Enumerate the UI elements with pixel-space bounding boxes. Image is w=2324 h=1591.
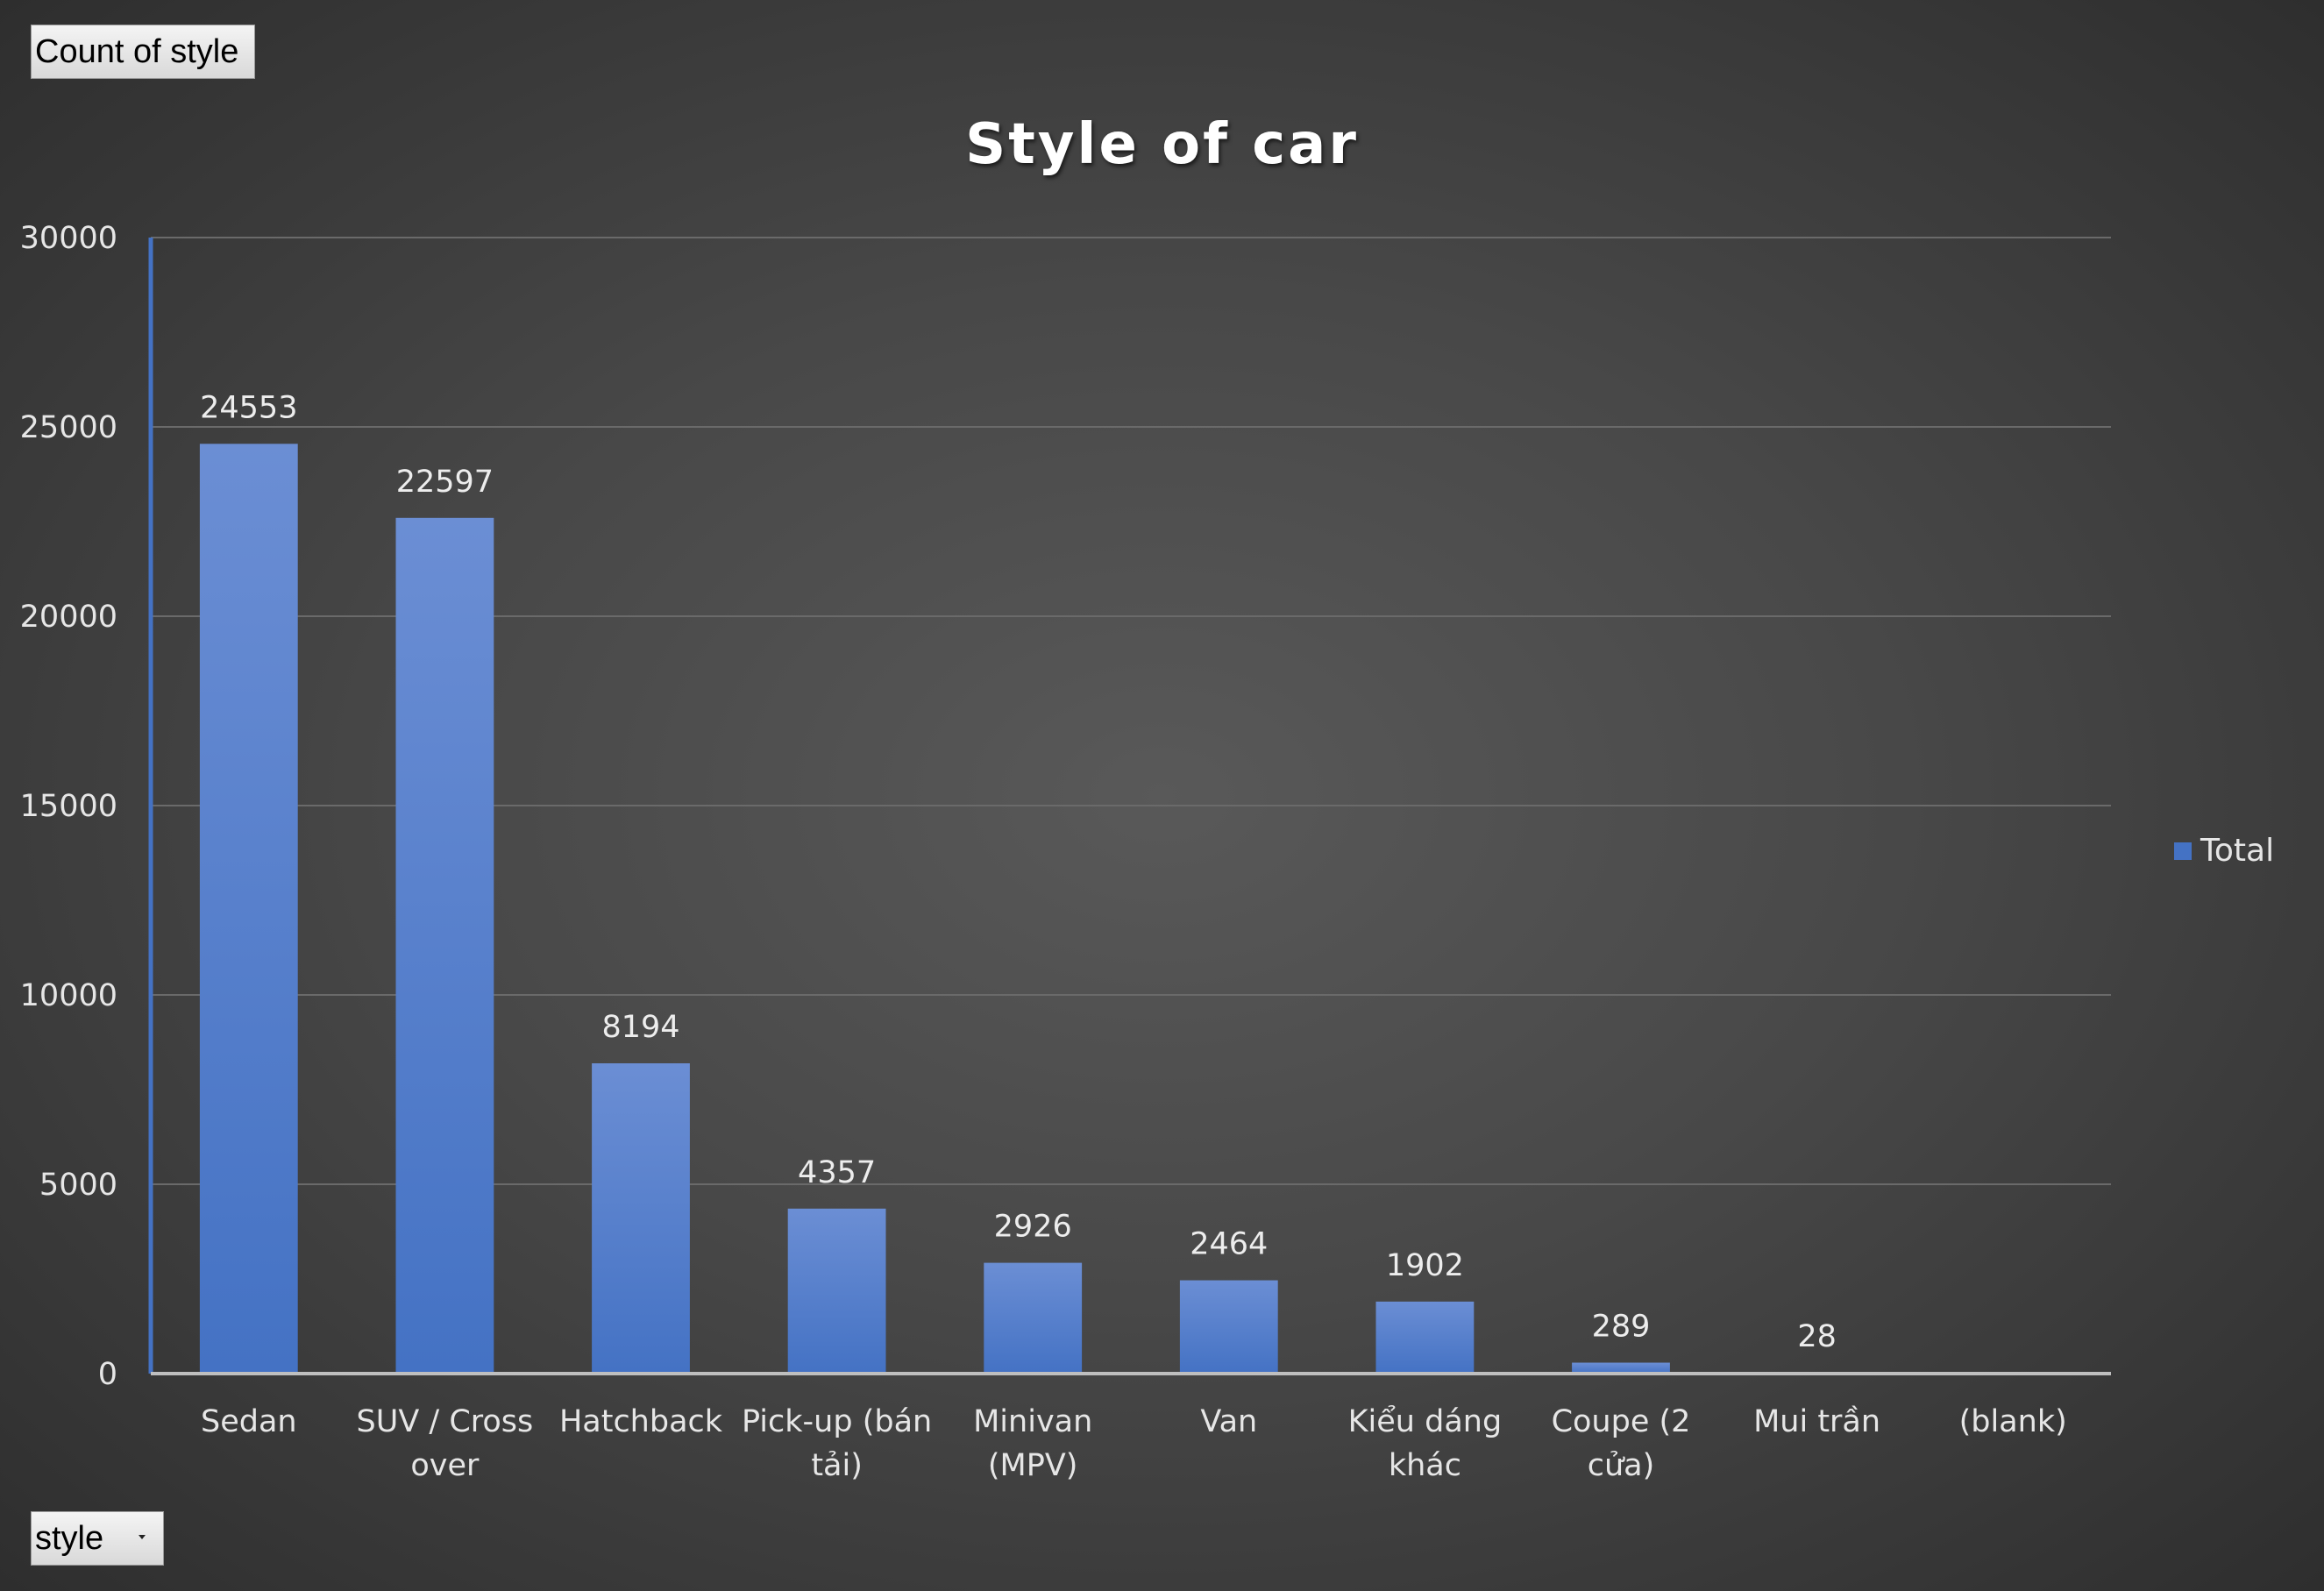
x-axis-categories: Sedan SUV / Cross over Hatchback Pick-up (bá…	[201, 1403, 2067, 1483]
x-category-label: Mui trần	[1753, 1404, 1880, 1439]
axis-field-label: style	[35, 1520, 104, 1557]
x-category-label: khác	[1389, 1448, 1461, 1483]
y-tick-label: 15000	[20, 789, 117, 824]
data-label: 28	[1797, 1319, 1837, 1354]
x-category-label: tải)	[811, 1448, 863, 1483]
data-label: 289	[1592, 1310, 1651, 1345]
axis-field-button[interactable]: style	[31, 1511, 164, 1566]
x-category-label: Sedan	[201, 1404, 297, 1439]
x-category-label: Hatchback	[559, 1404, 723, 1439]
y-tick-label: 25000	[20, 410, 117, 445]
bar	[592, 1063, 690, 1374]
x-category-label: cửa)	[1588, 1448, 1655, 1483]
bar	[984, 1262, 1083, 1374]
y-tick-label: 10000	[20, 978, 117, 1013]
value-field-label: Count of style	[35, 33, 239, 70]
bar	[199, 444, 298, 1374]
data-label: 1902	[1386, 1248, 1464, 1283]
bar	[1375, 1301, 1475, 1374]
bar	[395, 517, 494, 1374]
legend: Total	[2174, 833, 2274, 869]
data-label: 22597	[396, 465, 494, 500]
y-tick-label: 20000	[20, 600, 117, 635]
data-label: 4357	[798, 1155, 876, 1190]
x-category-label: over	[410, 1448, 480, 1483]
data-labels: 24553 22597 8194 4357 2926 2464 1902 289 28	[200, 390, 1837, 1353]
x-category-label: (blank)	[1959, 1404, 2067, 1439]
bar	[787, 1208, 886, 1374]
bar	[1179, 1280, 1278, 1374]
x-category-label: (MPV)	[988, 1448, 1078, 1483]
legend-label: Total	[2200, 833, 2275, 869]
x-category-label: Minivan	[973, 1404, 1092, 1439]
chevron-down-icon[interactable]	[139, 1535, 146, 1539]
data-label: 2464	[1190, 1227, 1268, 1262]
data-label: 8194	[601, 1010, 679, 1045]
value-field-button[interactable]: Count of style	[31, 25, 255, 79]
x-category-label: Coupe (2	[1552, 1404, 1691, 1439]
x-category-label: Van	[1200, 1404, 1257, 1439]
x-category-label: Kiểu dáng	[1348, 1403, 1503, 1439]
data-label: 24553	[200, 390, 297, 425]
bar	[1572, 1362, 1670, 1374]
chart-title: Style of car	[965, 112, 1359, 177]
y-axis-ticks: 0 5000 10000 15000 20000 25000 30000	[20, 221, 117, 1392]
legend-swatch	[2174, 842, 2192, 860]
bars	[199, 444, 1866, 1374]
x-category-label: Pick-up (bán	[742, 1404, 932, 1439]
y-tick-label: 5000	[39, 1168, 117, 1203]
y-tick-label: 0	[98, 1357, 117, 1392]
data-label: 2926	[994, 1210, 1072, 1245]
y-tick-label: 30000	[20, 221, 117, 256]
x-category-label: SUV / Cross	[357, 1404, 534, 1439]
